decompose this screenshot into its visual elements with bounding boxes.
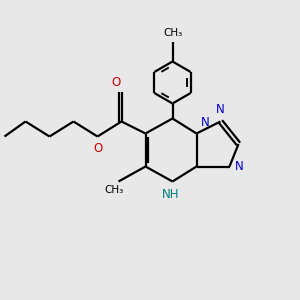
Text: O: O	[112, 76, 121, 89]
Text: N: N	[235, 160, 244, 173]
Text: NH: NH	[162, 188, 180, 201]
Text: CH₃: CH₃	[104, 185, 124, 195]
Text: CH₃: CH₃	[163, 28, 182, 38]
Text: N: N	[216, 103, 225, 116]
Text: O: O	[93, 142, 102, 155]
Text: N: N	[201, 116, 210, 129]
